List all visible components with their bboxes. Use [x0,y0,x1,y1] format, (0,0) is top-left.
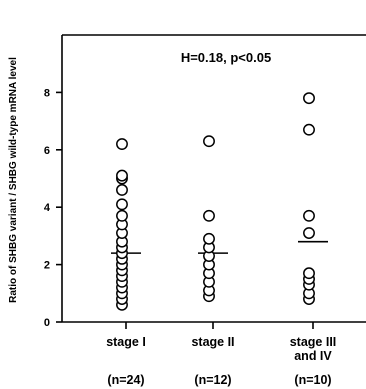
data-point [204,211,214,221]
data-point [117,211,127,221]
data-point [304,268,314,278]
sample-size-label: (n=10) [294,373,331,387]
y-axis-ticks: 0 2 4 6 8 [44,87,62,329]
data-point [304,211,314,221]
data-point [117,199,127,209]
categories: stage I (n=24) stage II (n=12) stage IIIand … [106,93,336,387]
y-tick-label: 8 [44,87,50,99]
data-point [304,93,314,103]
x-category-label: stage III [290,335,337,349]
data-point [117,139,127,149]
data-point [304,228,314,238]
data-point [304,125,314,135]
sample-size-label: (n=12) [194,373,231,387]
y-axis-label: Ratio of SHBG variant / SHBG wild-type m… [8,57,19,303]
x-category-label: stage I [106,335,146,349]
data-point [117,170,127,180]
statistic-annotation: H=0.18, p<0.05 [181,50,271,65]
data-point [117,185,127,195]
y-tick-label: 2 [44,260,50,272]
x-category-label: stage II [191,335,234,349]
y-tick-label: 4 [44,202,51,214]
data-point [204,234,214,244]
data-point [204,136,214,146]
x-category-label: and IV [294,349,332,363]
y-tick-label: 6 [44,145,50,157]
sample-size-label: (n=24) [107,373,144,387]
y-tick-label: 0 [44,317,50,329]
